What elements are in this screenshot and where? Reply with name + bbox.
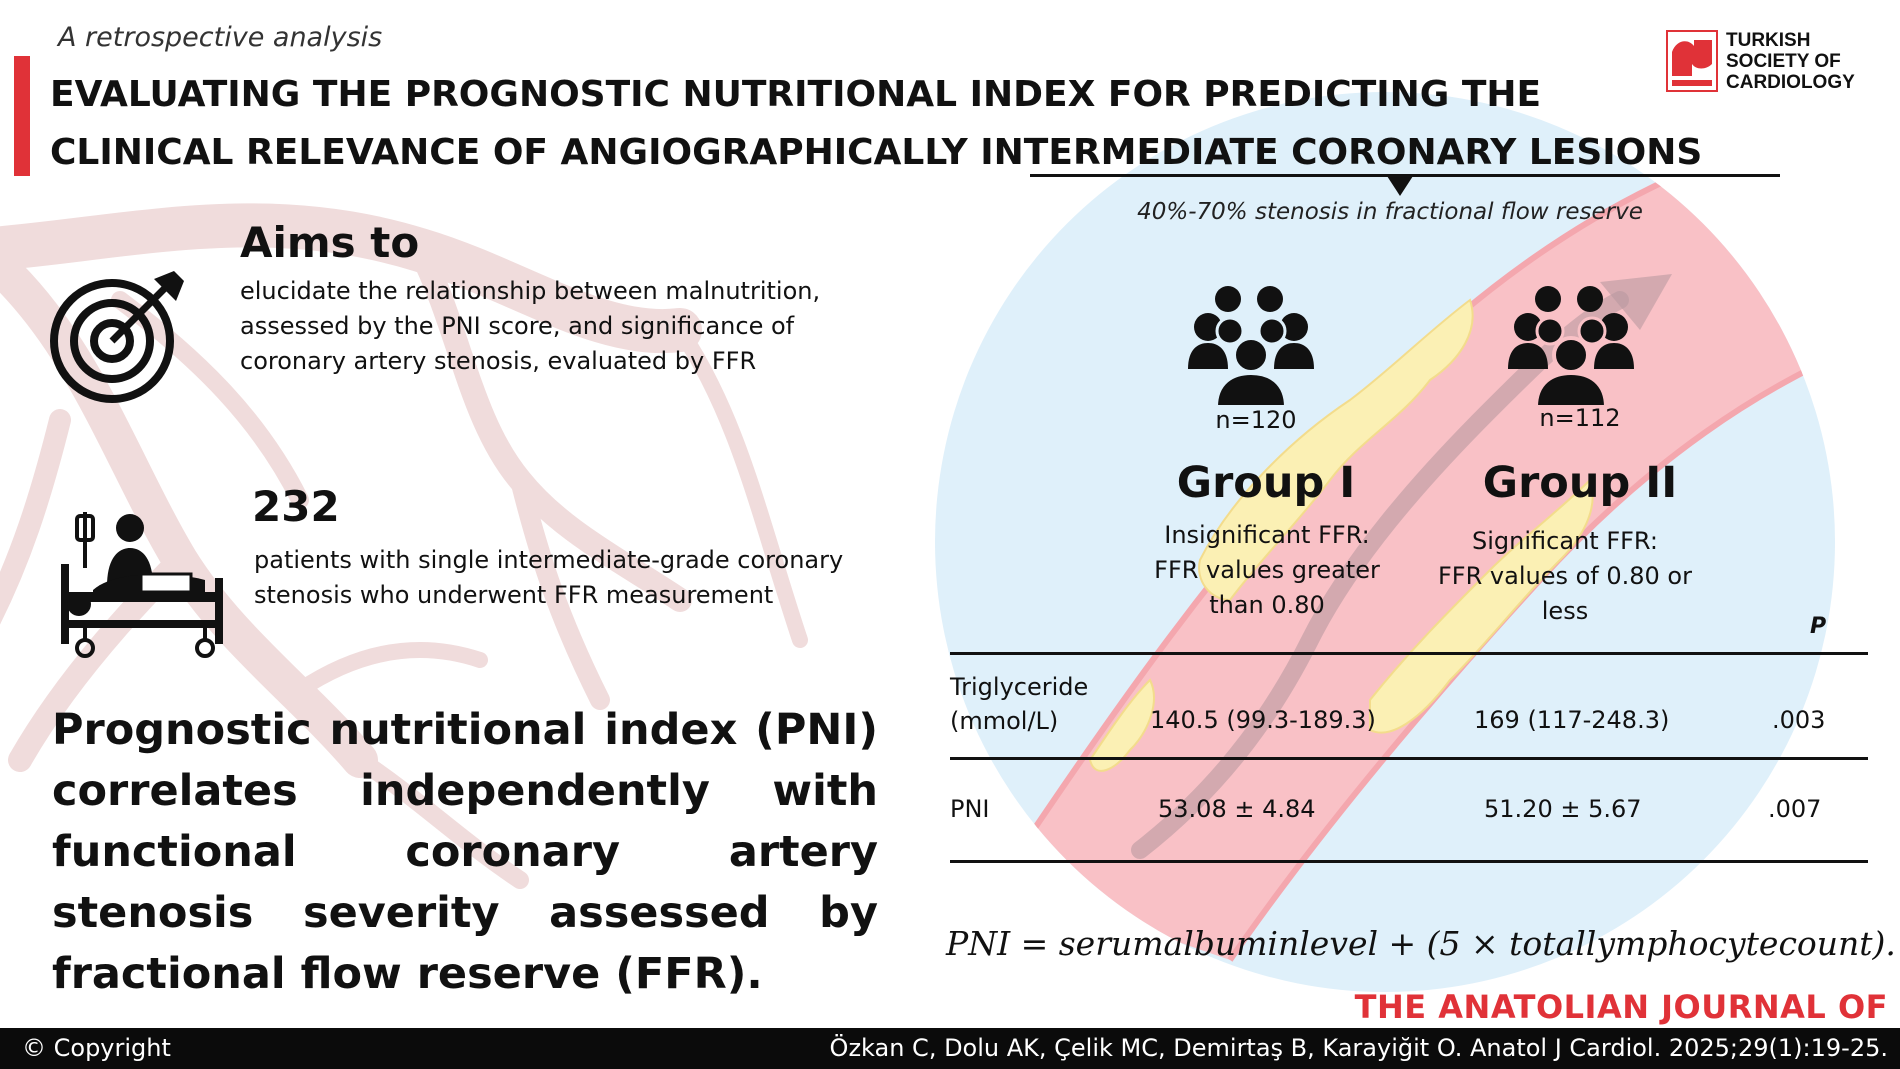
- row2-p-value: .007: [1768, 795, 1822, 823]
- patient-description: patients with single intermediate-grade …: [254, 546, 844, 609]
- row1-label-line-1: Triglyceride: [950, 673, 1089, 701]
- people-group-icon: [1508, 286, 1634, 407]
- group1-description: Insignificant FFR: FFR values greater th…: [1132, 518, 1402, 623]
- group1-desc-line-1: Insignificant FFR:: [1164, 521, 1370, 549]
- group1-desc-line-3: than 0.80: [1209, 591, 1325, 619]
- patient-count: 232: [252, 482, 340, 531]
- group1-desc-line-2: FFR values greater: [1154, 556, 1380, 584]
- title-line-2: CLINICAL RELEVANCE OF ANGIOGRAPHICALLY I…: [50, 132, 1703, 173]
- table-rule-middle: [950, 757, 1868, 760]
- group2-desc-line-1: Significant FFR:: [1472, 527, 1658, 555]
- people-group-icon: [1188, 286, 1314, 407]
- plaque-upper: [1198, 298, 1474, 602]
- row1-group1-value: 140.5 (99.3-189.3): [1150, 706, 1376, 734]
- group2-desc-line-3: less: [1541, 597, 1589, 625]
- table-rule-top: [950, 652, 1868, 655]
- group1-title: Group I: [1176, 458, 1356, 508]
- group2-title: Group II: [1482, 458, 1678, 508]
- p-column-header: P: [1810, 614, 1827, 639]
- tsc-logo-mark: [1666, 30, 1718, 92]
- table-row-label: Triglyceride (mmol/L): [950, 670, 1088, 738]
- target-arrow-icon: [50, 271, 184, 403]
- row2-group2-value: 51.20 ± 5.67: [1484, 795, 1642, 823]
- kicker-text: A retrospective analysis: [58, 22, 383, 53]
- row1-group2-value: 169 (117-248.3): [1474, 706, 1670, 734]
- row1-p-value: .003: [1772, 706, 1826, 734]
- pni-formula: PNI = serumalbuminlevel + (5 × totallymp…: [946, 924, 1896, 963]
- logo-line-2: SOCIETY OF: [1726, 51, 1841, 72]
- logo-line-3: CARDIOLOGY: [1726, 72, 1855, 93]
- page-title: EVALUATING THE PROGNOSTIC NUTRITIONAL IN…: [50, 66, 1810, 182]
- group1-n: n=120: [1215, 406, 1297, 434]
- title-accent-bar: [14, 56, 30, 176]
- aims-heading: Aims to: [240, 218, 420, 267]
- plaque-lower: [1369, 478, 1594, 734]
- table-rule-bottom: [950, 860, 1868, 863]
- group2-desc-line-2: FFR values of 0.80 or: [1438, 562, 1692, 590]
- group2-description: Significant FFR: FFR values of 0.80 or l…: [1430, 524, 1700, 629]
- footer-bar: [0, 1028, 1900, 1069]
- citation-text: Özkan C, Dolu AK, Çelik MC, Demirtaş B, …: [829, 1034, 1888, 1062]
- flow-arrow-path: [1131, 291, 1629, 859]
- stenosis-range-note: 40%-70% stenosis in fractional flow rese…: [1137, 199, 1643, 225]
- hospital-bed-icon: [61, 512, 223, 658]
- flow-arrow-head: [1600, 274, 1672, 330]
- logo-line-1: TURKISH: [1726, 30, 1811, 51]
- tsc-logo-text: TURKISH SOCIETY OF CARDIOLOGY: [1726, 30, 1855, 93]
- row1-label-line-2: (mmol/L): [950, 707, 1059, 735]
- table-row-label: PNI: [950, 795, 990, 823]
- row2-group1-value: 53.08 ± 4.84: [1158, 795, 1316, 823]
- aims-body: elucidate the relationship between malnu…: [240, 277, 821, 375]
- group2-n: n=112: [1539, 404, 1621, 432]
- title-line-1: EVALUATING THE PROGNOSTIC NUTRITIONAL IN…: [50, 74, 1542, 115]
- summary-statement: Prognostic nutritional index (PNI) corre…: [52, 705, 878, 999]
- pointer-line: [1030, 174, 1780, 177]
- pointer-triangle-icon: [1387, 176, 1413, 196]
- tsc-logo: TURKISH SOCIETY OF CARDIOLOGY: [1666, 28, 1886, 98]
- copyright-text: © Copyright: [22, 1034, 171, 1062]
